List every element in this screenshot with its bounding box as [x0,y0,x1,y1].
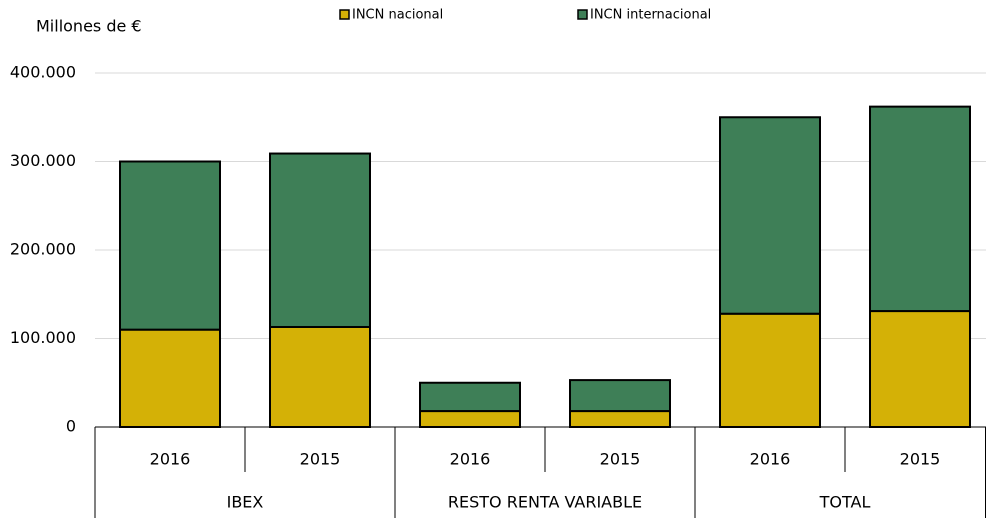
y-tick-label: 200.000 [10,240,76,259]
bar-segment [869,105,971,313]
bar-segment [419,381,521,413]
y-tick-label: 100.000 [10,328,76,347]
y-tick-label: 0 [66,417,76,436]
legend-label: INCN nacional [352,8,443,23]
x-tick-label: 2015 [600,450,641,469]
bar-segment [119,160,221,331]
x-tick-label: 2016 [150,450,191,469]
bar-segment [119,328,221,428]
group-label: RESTO RENTA VARIABLE [448,493,642,512]
bar-segment [419,410,521,429]
bar-segment [269,152,371,328]
bar-segment [569,379,671,413]
y-axis-label: Millones de € [36,17,142,36]
bar-segment [719,116,821,315]
x-tick-label: 2015 [900,450,941,469]
x-tick-label: 2015 [300,450,341,469]
bar-segment [719,312,821,428]
legend-swatch [339,9,350,20]
group-label: IBEX [227,493,264,512]
legend-swatch [577,9,588,20]
x-tick-label: 2016 [750,450,791,469]
bar-segment [569,410,671,429]
x-tick-label: 2016 [450,450,491,469]
bar-segment [869,310,971,428]
y-tick-label: 400.000 [10,63,76,82]
bar-segment [269,325,371,428]
group-label: TOTAL [819,493,871,512]
legend-label: INCN internacional [590,8,711,23]
y-tick-label: 300.000 [10,151,76,170]
